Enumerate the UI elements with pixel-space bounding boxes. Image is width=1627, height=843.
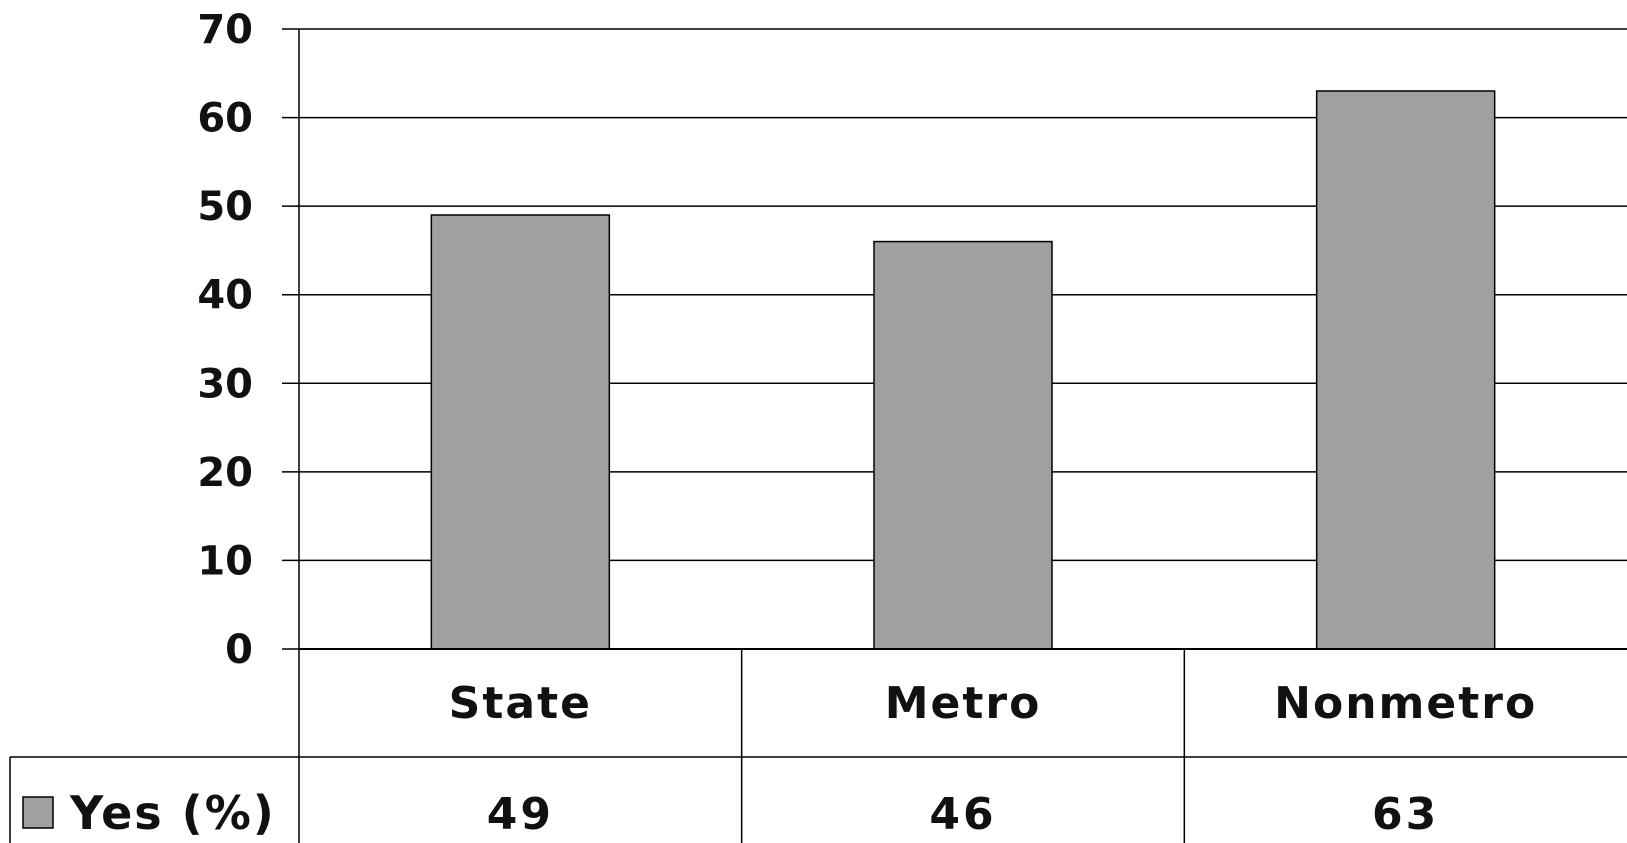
bar-state	[430, 214, 611, 650]
bar-metro	[873, 240, 1053, 650]
value-labels: 49 46 63	[487, 789, 1439, 840]
y-tick-label-60: 60	[197, 96, 253, 142]
value-label-state: 49	[487, 789, 554, 840]
y-tick-label-70: 70	[197, 7, 253, 53]
legend-series-label: Yes (%)	[69, 786, 276, 840]
bar-nonmetro	[1315, 90, 1496, 650]
category-label-state: State	[449, 678, 592, 729]
y-tick-label-0: 0	[225, 627, 253, 673]
category-labels: State Metro Nonmetro	[449, 678, 1537, 729]
value-label-nonmetro: 63	[1372, 789, 1439, 840]
y-tick-label-10: 10	[197, 538, 253, 584]
y-tick-label-20: 20	[197, 450, 253, 496]
value-label-metro: 46	[929, 789, 996, 840]
legend-swatch	[22, 796, 54, 829]
y-tick-label-40: 40	[197, 273, 253, 319]
category-label-metro: Metro	[885, 678, 1042, 729]
y-tick-label-50: 50	[197, 184, 253, 230]
y-tick-label-30: 30	[197, 361, 253, 407]
legend: Yes (%)	[22, 786, 276, 840]
category-label-nonmetro: Nonmetro	[1274, 678, 1537, 729]
bars	[430, 90, 1496, 650]
y-axis-ticks: 0 10 20 30 40 50 60 70	[197, 7, 299, 673]
data-table	[9, 648, 1627, 843]
